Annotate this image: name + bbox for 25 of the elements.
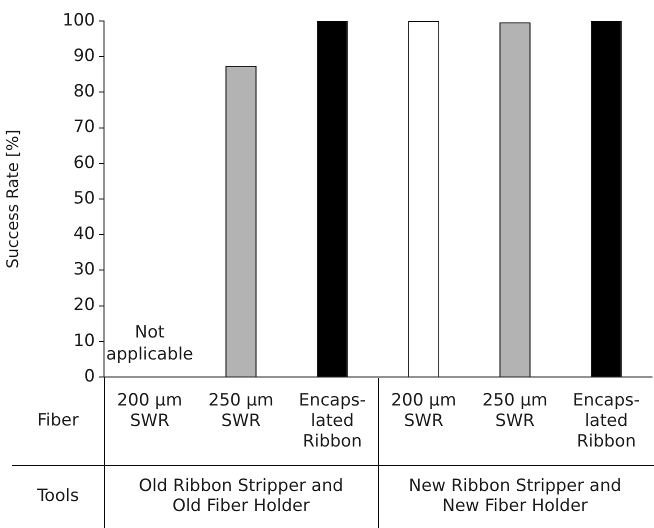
y-tick-label: 60: [73, 152, 95, 173]
y-axis-title: Success Rate [%]: [2, 130, 22, 268]
annotation: Not applicable: [106, 322, 194, 364]
text: New Ribbon Stripper and New Fiber Holder: [408, 476, 622, 516]
y-tick-label: 0: [84, 366, 95, 386]
y-tick-label: 40: [73, 224, 95, 244]
y-tick-label: 80: [73, 82, 95, 102]
y-tick-label: 30: [73, 260, 95, 280]
x-axis-title: Fiber: [37, 410, 79, 430]
y-tick-label: 70: [73, 117, 95, 138]
x-tick-label: 250 µm SWR: [482, 390, 548, 432]
x-tick-label: Encaps-lated Ribbon: [572, 390, 640, 452]
x-tick-label: 200 µm SWR: [391, 390, 456, 432]
y-tick-label: 90: [73, 46, 95, 66]
y-tick-label: 10: [73, 330, 95, 351]
bar: [590, 21, 622, 376]
x-tick-label: 250 µm SWR: [208, 390, 274, 432]
y-tick-label: 50: [73, 188, 95, 208]
y-tick-label: 20: [73, 295, 95, 316]
x-tick-label: Encaps-lated Ribbon: [298, 390, 366, 452]
text: Tools: [36, 486, 80, 506]
bar: [316, 21, 348, 376]
x-tick-label: 200 µm SWR: [117, 390, 182, 432]
text: Old Ribbon Stripper and Old Fiber Holder: [138, 476, 344, 516]
y-tick-label: 100: [62, 10, 95, 30]
